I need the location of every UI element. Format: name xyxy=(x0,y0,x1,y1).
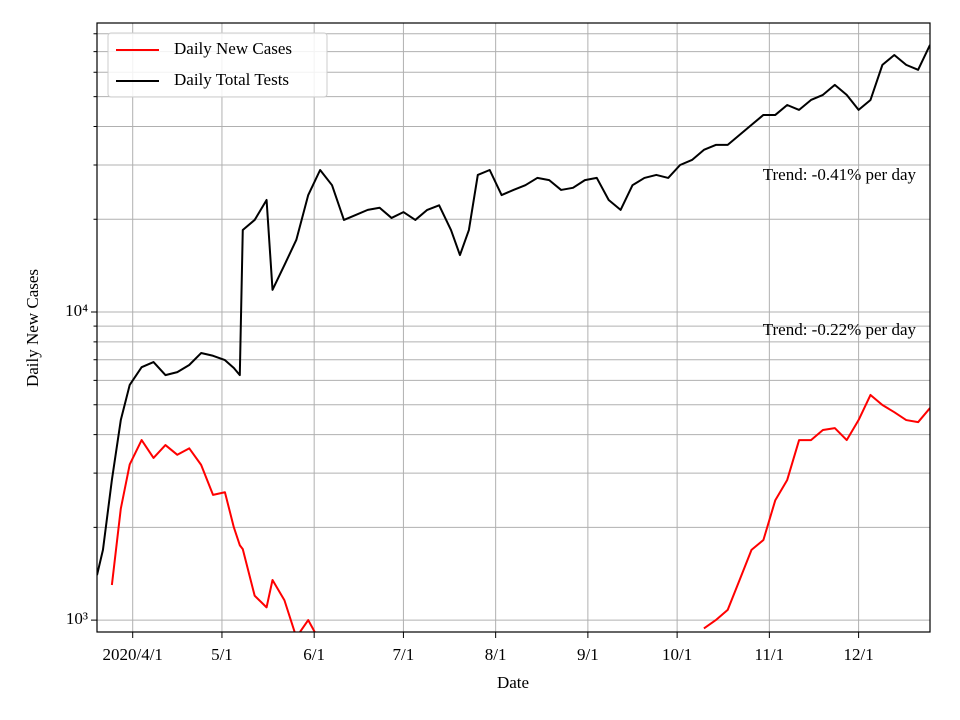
plot-frame xyxy=(96,22,931,633)
annotation: Trend: -0.41% per day xyxy=(763,165,917,184)
x-tick-label: 2020/4/1 xyxy=(102,645,162,664)
legend-label: Daily Total Tests xyxy=(174,70,289,89)
y-tick-label: 10⁴ xyxy=(65,301,88,320)
series-line xyxy=(97,44,930,576)
x-tick-label: 8/1 xyxy=(485,645,507,664)
legend: Daily New Cases Daily Total Tests xyxy=(107,32,328,98)
x-tick-label: 10/1 xyxy=(662,645,692,664)
x-tick-label: 11/1 xyxy=(755,645,785,664)
annotation: Trend: -0.22% per day xyxy=(763,320,917,339)
grid xyxy=(91,23,930,638)
legend-box xyxy=(107,32,328,98)
x-tick-label: 9/1 xyxy=(577,645,599,664)
legend-label: Daily New Cases xyxy=(174,39,292,58)
x-tick-label: 6/1 xyxy=(303,645,325,664)
x-axis-label: Date xyxy=(497,673,529,692)
plot-data xyxy=(97,44,930,632)
y-axis-label: Daily New Cases xyxy=(23,269,42,387)
x-tick-label: 12/1 xyxy=(843,645,873,664)
y-tick-label: 10³ xyxy=(66,609,88,628)
x-tick-label: 7/1 xyxy=(393,645,415,664)
x-tick-label: 5/1 xyxy=(211,645,233,664)
series-line xyxy=(110,393,930,632)
